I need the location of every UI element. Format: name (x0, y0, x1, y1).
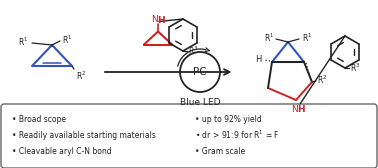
Text: PC: PC (193, 67, 207, 77)
Text: R$^1$: R$^1$ (62, 34, 72, 46)
Text: • Readily available starting materials: • Readily available starting materials (12, 131, 156, 139)
Text: R$^1$: R$^1$ (18, 36, 28, 48)
Text: • up to 92% yield: • up to 92% yield (195, 115, 262, 123)
Text: R$^1$: R$^1$ (264, 32, 274, 44)
FancyBboxPatch shape (1, 104, 377, 168)
Text: R$^3$: R$^3$ (350, 62, 360, 74)
Text: • dr > 91:9 for R$^1$ = F: • dr > 91:9 for R$^1$ = F (195, 129, 280, 141)
Text: • Cleavable aryl C-N bond: • Cleavable aryl C-N bond (12, 146, 112, 156)
Text: • Gram scale: • Gram scale (195, 146, 245, 156)
Text: R$^1$: R$^1$ (302, 32, 312, 44)
Text: N: N (291, 104, 298, 114)
Text: H: H (256, 55, 262, 65)
Text: R$^3$: R$^3$ (188, 45, 198, 57)
Text: R$^2$: R$^2$ (76, 70, 86, 82)
Text: Blue LED: Blue LED (180, 98, 220, 107)
Text: R$^2$: R$^2$ (317, 74, 327, 86)
Text: H: H (297, 106, 305, 115)
Text: • Broad scope: • Broad scope (12, 115, 66, 123)
Text: N: N (150, 15, 157, 24)
Text: H: H (157, 16, 165, 25)
